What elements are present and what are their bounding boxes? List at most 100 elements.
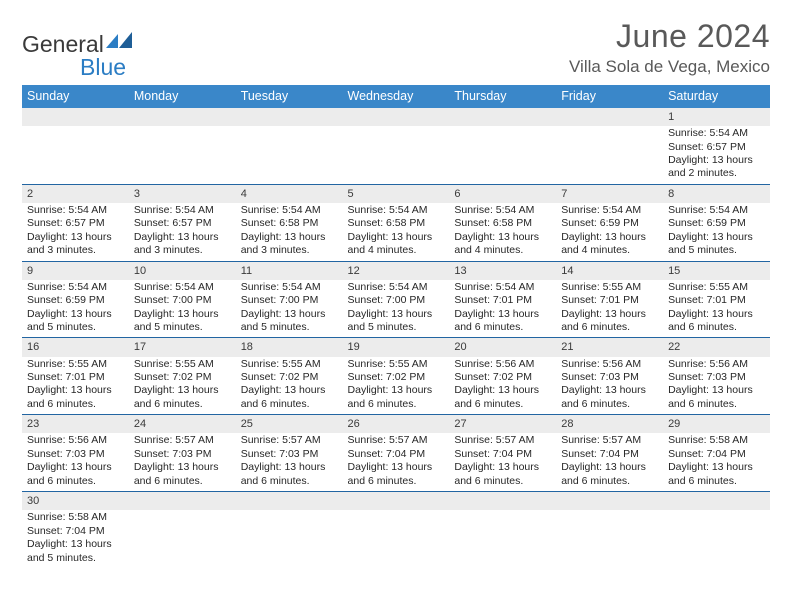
day-number-cell: 23 xyxy=(22,415,129,434)
day-number-cell: 30 xyxy=(22,492,129,511)
day-number: 1 xyxy=(663,108,770,126)
day-info-cell: Sunrise: 5:56 AMSunset: 7:03 PMDaylight:… xyxy=(22,433,129,491)
day-number: 29 xyxy=(663,415,770,433)
day-number-cell: 12 xyxy=(343,261,450,280)
day-number-cell: 4 xyxy=(236,184,343,203)
day-number-cell xyxy=(129,492,236,511)
day-info-cell xyxy=(663,510,770,568)
day-info-cell xyxy=(129,126,236,184)
day-info-cell: Sunrise: 5:56 AMSunset: 7:03 PMDaylight:… xyxy=(663,357,770,415)
day-info-cell xyxy=(449,126,556,184)
day-info-cell: Sunrise: 5:56 AMSunset: 7:03 PMDaylight:… xyxy=(556,357,663,415)
day-number-row: 23242526272829 xyxy=(22,415,770,434)
day-number-empty xyxy=(129,492,236,510)
day-info-cell xyxy=(449,510,556,568)
day-info-cell xyxy=(129,510,236,568)
day-info-cell: Sunrise: 5:55 AMSunset: 7:02 PMDaylight:… xyxy=(236,357,343,415)
day-number-cell: 3 xyxy=(129,184,236,203)
day-number: 21 xyxy=(556,338,663,356)
header: GeneralBlue June 2024 Villa Sola de Vega… xyxy=(22,18,770,79)
title-block: June 2024 Villa Sola de Vega, Mexico xyxy=(569,18,770,77)
day-info-cell: Sunrise: 5:58 AMSunset: 7:04 PMDaylight:… xyxy=(22,510,129,568)
day-number-row: 9101112131415 xyxy=(22,261,770,280)
day-number-cell: 20 xyxy=(449,338,556,357)
day-number-cell: 13 xyxy=(449,261,556,280)
calendar-page: GeneralBlue June 2024 Villa Sola de Vega… xyxy=(0,0,792,568)
day-number-cell: 18 xyxy=(236,338,343,357)
day-number-cell: 22 xyxy=(663,338,770,357)
day-info-cell xyxy=(22,126,129,184)
day-info-cell: Sunrise: 5:55 AMSunset: 7:01 PMDaylight:… xyxy=(663,280,770,338)
day-number-cell xyxy=(129,108,236,126)
day-number-empty xyxy=(556,492,663,510)
weekday-header: Monday xyxy=(129,85,236,108)
day-number-cell xyxy=(343,492,450,511)
month-title: June 2024 xyxy=(569,18,770,55)
day-number-cell xyxy=(236,108,343,126)
day-info: Sunrise: 5:56 AMSunset: 7:03 PMDaylight:… xyxy=(22,433,129,491)
brand-word-2: Blue xyxy=(80,54,126,80)
day-number-row: 16171819202122 xyxy=(22,338,770,357)
day-info: Sunrise: 5:57 AMSunset: 7:04 PMDaylight:… xyxy=(556,433,663,491)
day-number: 20 xyxy=(449,338,556,356)
day-info: Sunrise: 5:56 AMSunset: 7:03 PMDaylight:… xyxy=(663,357,770,415)
day-info: Sunrise: 5:54 AMSunset: 6:58 PMDaylight:… xyxy=(236,203,343,261)
day-number: 14 xyxy=(556,262,663,280)
day-info-cell: Sunrise: 5:55 AMSunset: 7:01 PMDaylight:… xyxy=(556,280,663,338)
day-number: 27 xyxy=(449,415,556,433)
day-info-cell: Sunrise: 5:54 AMSunset: 6:59 PMDaylight:… xyxy=(556,203,663,261)
day-info-cell: Sunrise: 5:54 AMSunset: 6:58 PMDaylight:… xyxy=(236,203,343,261)
brand-text: GeneralBlue xyxy=(22,30,134,79)
location-text: Villa Sola de Vega, Mexico xyxy=(569,57,770,77)
day-number-empty xyxy=(663,492,770,510)
weekday-header-row: Sunday Monday Tuesday Wednesday Thursday… xyxy=(22,85,770,108)
day-number: 17 xyxy=(129,338,236,356)
day-number: 12 xyxy=(343,262,450,280)
day-info: Sunrise: 5:54 AMSunset: 7:00 PMDaylight:… xyxy=(236,280,343,338)
day-number: 19 xyxy=(343,338,450,356)
day-info: Sunrise: 5:56 AMSunset: 7:03 PMDaylight:… xyxy=(556,357,663,415)
day-number-cell xyxy=(343,108,450,126)
day-info-row: Sunrise: 5:54 AMSunset: 6:57 PMDaylight:… xyxy=(22,203,770,261)
weekday-header: Wednesday xyxy=(343,85,450,108)
day-info-cell: Sunrise: 5:57 AMSunset: 7:04 PMDaylight:… xyxy=(556,433,663,491)
day-number: 28 xyxy=(556,415,663,433)
day-number-cell xyxy=(236,492,343,511)
brand-logo: GeneralBlue xyxy=(22,18,134,79)
day-info-cell: Sunrise: 5:55 AMSunset: 7:02 PMDaylight:… xyxy=(129,357,236,415)
weekday-header: Sunday xyxy=(22,85,129,108)
day-info: Sunrise: 5:55 AMSunset: 7:01 PMDaylight:… xyxy=(663,280,770,338)
day-info-cell: Sunrise: 5:54 AMSunset: 7:00 PMDaylight:… xyxy=(236,280,343,338)
day-number-cell: 11 xyxy=(236,261,343,280)
day-info: Sunrise: 5:54 AMSunset: 7:00 PMDaylight:… xyxy=(343,280,450,338)
day-number: 25 xyxy=(236,415,343,433)
day-number-cell: 14 xyxy=(556,261,663,280)
day-number: 2 xyxy=(22,185,129,203)
day-info-row: Sunrise: 5:55 AMSunset: 7:01 PMDaylight:… xyxy=(22,357,770,415)
day-number-cell: 6 xyxy=(449,184,556,203)
day-number-cell xyxy=(556,108,663,126)
day-info: Sunrise: 5:54 AMSunset: 6:58 PMDaylight:… xyxy=(343,203,450,261)
day-info-cell: Sunrise: 5:57 AMSunset: 7:03 PMDaylight:… xyxy=(129,433,236,491)
weekday-header: Thursday xyxy=(449,85,556,108)
day-info-cell: Sunrise: 5:57 AMSunset: 7:03 PMDaylight:… xyxy=(236,433,343,491)
day-info-cell: Sunrise: 5:54 AMSunset: 6:57 PMDaylight:… xyxy=(663,126,770,184)
day-info: Sunrise: 5:55 AMSunset: 7:02 PMDaylight:… xyxy=(236,357,343,415)
day-number-empty xyxy=(236,108,343,126)
day-number-empty xyxy=(129,108,236,126)
day-info-cell xyxy=(236,510,343,568)
day-info-row: Sunrise: 5:54 AMSunset: 6:59 PMDaylight:… xyxy=(22,280,770,338)
day-info-cell xyxy=(556,126,663,184)
day-number: 11 xyxy=(236,262,343,280)
day-info-cell: Sunrise: 5:57 AMSunset: 7:04 PMDaylight:… xyxy=(449,433,556,491)
day-number-cell xyxy=(556,492,663,511)
day-number-cell xyxy=(663,492,770,511)
day-number-cell: 28 xyxy=(556,415,663,434)
day-number-cell xyxy=(449,108,556,126)
flag-icon xyxy=(106,32,134,52)
day-number-empty xyxy=(236,492,343,510)
day-number-cell: 26 xyxy=(343,415,450,434)
day-info-cell xyxy=(556,510,663,568)
day-info-cell: Sunrise: 5:58 AMSunset: 7:04 PMDaylight:… xyxy=(663,433,770,491)
day-number: 6 xyxy=(449,185,556,203)
